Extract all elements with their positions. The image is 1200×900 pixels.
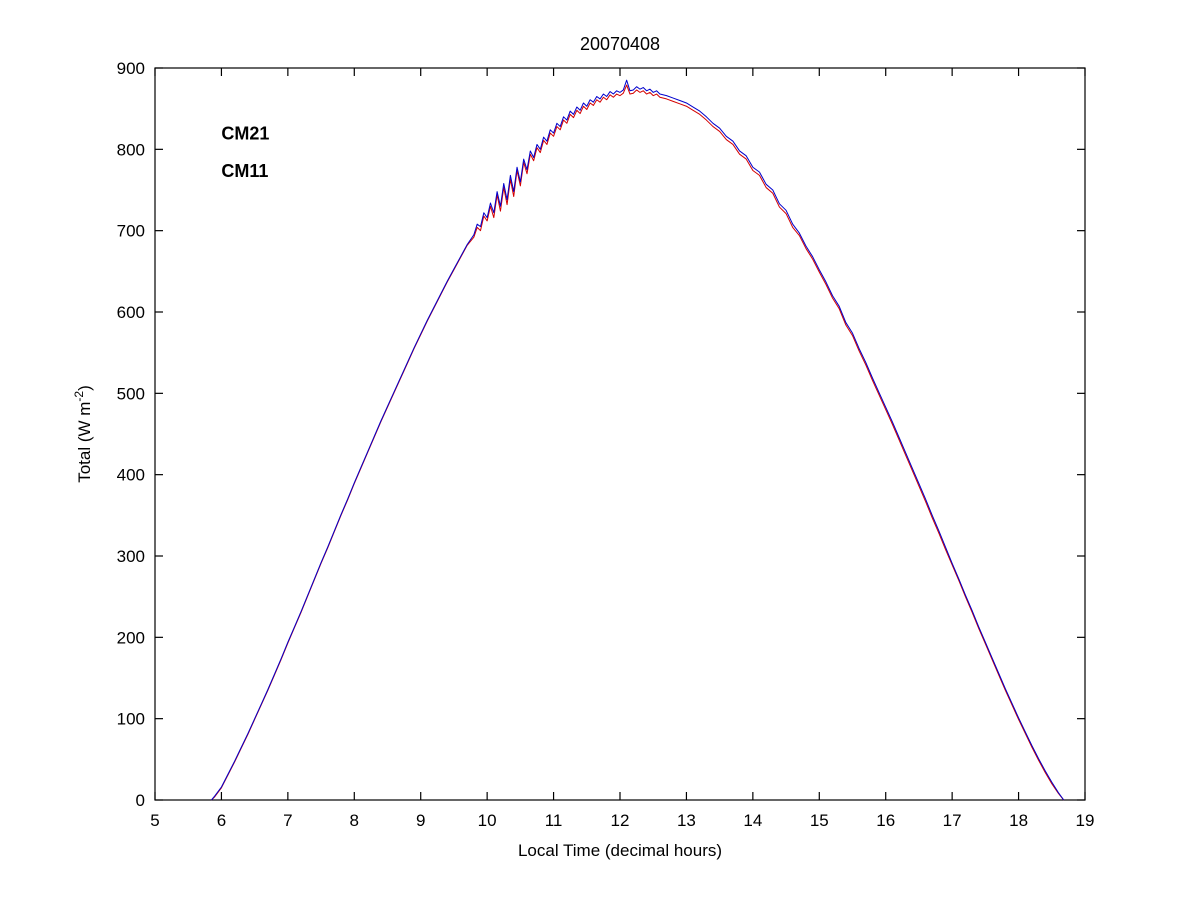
legend-label-cm11: CM11 xyxy=(221,161,268,181)
x-tick-label: 17 xyxy=(943,811,962,830)
y-tick-label: 600 xyxy=(117,303,145,322)
chart-title: 20070408 xyxy=(580,34,660,54)
y-tick-label: 900 xyxy=(117,59,145,78)
x-tick-label: 14 xyxy=(743,811,762,830)
plot-box xyxy=(154,67,1086,801)
y-tick-label: 800 xyxy=(117,140,145,159)
y-tick-label: 700 xyxy=(117,222,145,241)
x-tick-label: 8 xyxy=(350,811,359,830)
legend-label-cm21: CM21 xyxy=(221,124,269,144)
x-tick-label: 5 xyxy=(150,811,159,830)
y-tick-label: 0 xyxy=(136,791,145,810)
x-tick-label: 9 xyxy=(416,811,425,830)
x-tick-label: 12 xyxy=(611,811,630,830)
x-axis-label: Local Time (decimal hours) xyxy=(518,841,722,860)
series-cm21-line xyxy=(211,79,1065,801)
x-tick-label: 15 xyxy=(810,811,829,830)
x-tick-label: 13 xyxy=(677,811,696,830)
series-cm11-line xyxy=(211,84,1065,801)
y-tick-label: 100 xyxy=(117,710,145,729)
x-tick-label: 10 xyxy=(478,811,497,830)
x-tick-label: 18 xyxy=(1009,811,1028,830)
y-tick-label: 300 xyxy=(117,547,145,566)
y-tick-label: 400 xyxy=(117,466,145,485)
y-axis-label: Total (W m-2) xyxy=(72,385,94,483)
x-tick-label: 6 xyxy=(217,811,226,830)
x-axis-ticks: 5 6 7 8 9 10 11 12 13 14 15 16 17 18 19 xyxy=(150,68,1094,830)
x-tick-label: 16 xyxy=(876,811,895,830)
x-tick-label: 7 xyxy=(283,811,292,830)
x-tick-label: 11 xyxy=(545,811,563,830)
chart-layers: 5 6 7 8 9 10 11 12 13 14 15 16 17 18 19 0 100 200 300 400 50… xyxy=(72,59,1094,830)
y-tick-label: 500 xyxy=(117,384,145,403)
y-tick-label: 200 xyxy=(117,628,145,647)
y-axis-ticks: 0 100 200 300 400 500 600 700 800 900 xyxy=(117,59,1085,810)
x-tick-label: 19 xyxy=(1076,811,1095,830)
